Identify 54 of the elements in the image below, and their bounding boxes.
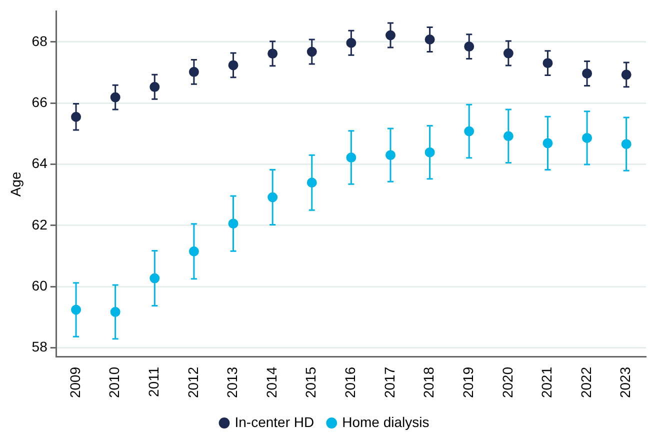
point — [424, 147, 435, 158]
x-tick-label: 2011 — [146, 366, 162, 397]
point — [71, 112, 82, 122]
point — [228, 60, 238, 70]
legend-label: Home dialysis — [342, 414, 430, 430]
point — [621, 70, 632, 80]
x-tick-label: 2012 — [184, 366, 201, 398]
x-tick-label: 2009 — [66, 366, 83, 398]
point — [306, 178, 317, 188]
point — [71, 304, 82, 315]
x-tick-label: 2014 — [263, 366, 280, 398]
point — [150, 82, 160, 92]
point — [188, 66, 199, 77]
x-tick-label: 2010 — [106, 366, 122, 398]
point — [110, 92, 120, 102]
x-tick-label: 2022 — [578, 366, 594, 398]
point — [424, 34, 435, 45]
point — [268, 192, 278, 202]
y-tick-label: 62 — [32, 216, 48, 232]
point — [228, 218, 238, 229]
y-tick-label: 68 — [32, 32, 48, 49]
point — [582, 132, 592, 143]
point — [346, 38, 356, 48]
y-tick-label: 64 — [32, 155, 48, 172]
point — [268, 48, 278, 59]
x-tick-label: 2013 — [224, 366, 240, 398]
point — [110, 306, 120, 317]
x-tick-label: 2016 — [342, 366, 358, 398]
point — [621, 139, 632, 150]
point — [464, 126, 474, 136]
y-tick-label: 60 — [32, 277, 48, 294]
point — [464, 42, 474, 52]
x-tick-label: 2020 — [499, 366, 516, 398]
y-tick-label: 58 — [32, 338, 48, 355]
point — [385, 150, 396, 160]
point — [503, 48, 514, 58]
x-tick-label: 2015 — [302, 366, 319, 398]
x-tick-label: 2019 — [460, 366, 476, 398]
point — [582, 68, 592, 78]
point — [306, 46, 317, 57]
x-tick-label: 2018 — [420, 366, 437, 398]
y-tick-label: 66 — [32, 94, 48, 110]
point — [542, 58, 553, 68]
y-axis-title: Age — [7, 171, 24, 197]
point — [188, 246, 199, 256]
x-tick-label: 2021 — [538, 366, 555, 398]
x-tick-label: 2023 — [617, 366, 634, 398]
point — [150, 273, 160, 284]
x-tick-label: 2017 — [381, 366, 398, 398]
legend-label: In-center HD — [234, 414, 314, 430]
point — [503, 131, 514, 142]
point — [542, 138, 553, 148]
point — [346, 152, 356, 163]
point — [385, 30, 396, 40]
